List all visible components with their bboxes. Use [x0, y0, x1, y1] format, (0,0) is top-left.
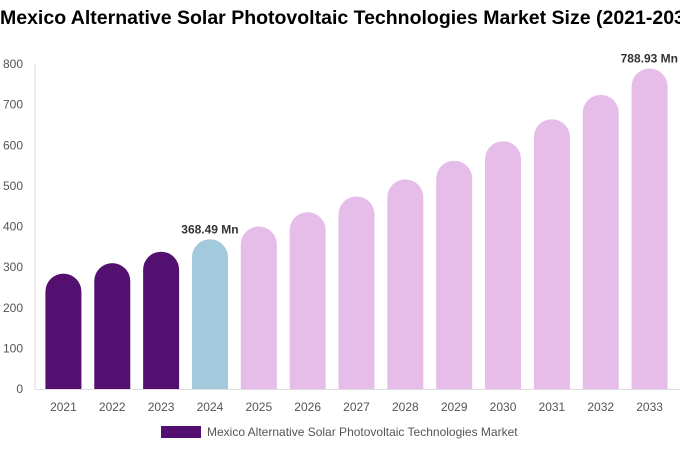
x-tick-label: 2027 [343, 400, 370, 414]
x-tick-label: 2022 [99, 400, 126, 414]
x-tick-label: 2033 [636, 400, 663, 414]
legend-swatch [161, 426, 201, 438]
legend-label: Mexico Alternative Solar Photovoltaic Te… [207, 425, 518, 439]
x-tick-label: 2024 [197, 400, 224, 414]
data-label: 368.49 Mn [181, 222, 238, 236]
x-tick-label: 2025 [245, 400, 272, 414]
x-tick-label: 2028 [392, 400, 419, 414]
bar-2026 [289, 212, 326, 389]
bar-2029 [436, 160, 473, 389]
x-tick-label: 2023 [148, 400, 175, 414]
x-tick-label: 2026 [294, 400, 321, 414]
x-tick-label: 2030 [490, 400, 517, 414]
y-tick-label: 0 [16, 382, 23, 396]
y-tick-label: 200 [3, 301, 23, 315]
bar-2031 [533, 119, 570, 389]
x-tick-label: 2021 [50, 400, 77, 414]
y-tick-label: 400 [3, 220, 23, 234]
bar-2024 [191, 239, 228, 389]
chart-title: Mexico Alternative Solar Photovoltaic Te… [0, 7, 680, 29]
y-tick-label: 600 [3, 138, 23, 152]
x-tick-label: 2031 [539, 400, 566, 414]
y-tick-label: 300 [3, 260, 23, 274]
x-tick-label: 2029 [441, 400, 468, 414]
bar-2021 [45, 273, 82, 389]
bar-2025 [240, 226, 277, 389]
bar-2022 [94, 263, 131, 389]
y-tick-label: 100 [3, 341, 23, 355]
bar-2032 [582, 94, 619, 389]
bar-2030 [485, 141, 522, 389]
bar-2023 [143, 251, 180, 389]
bar-2028 [387, 179, 424, 389]
x-tick-label: 2032 [587, 400, 614, 414]
data-label: 788.93 Mn [621, 51, 678, 65]
y-tick-label: 700 [3, 98, 23, 112]
y-tick-label: 800 [3, 57, 23, 71]
y-tick-label: 500 [3, 179, 23, 193]
legend: Mexico Alternative Solar Photovoltaic Te… [161, 425, 518, 439]
bar-2027 [338, 196, 375, 389]
bar-2033 [631, 68, 668, 389]
